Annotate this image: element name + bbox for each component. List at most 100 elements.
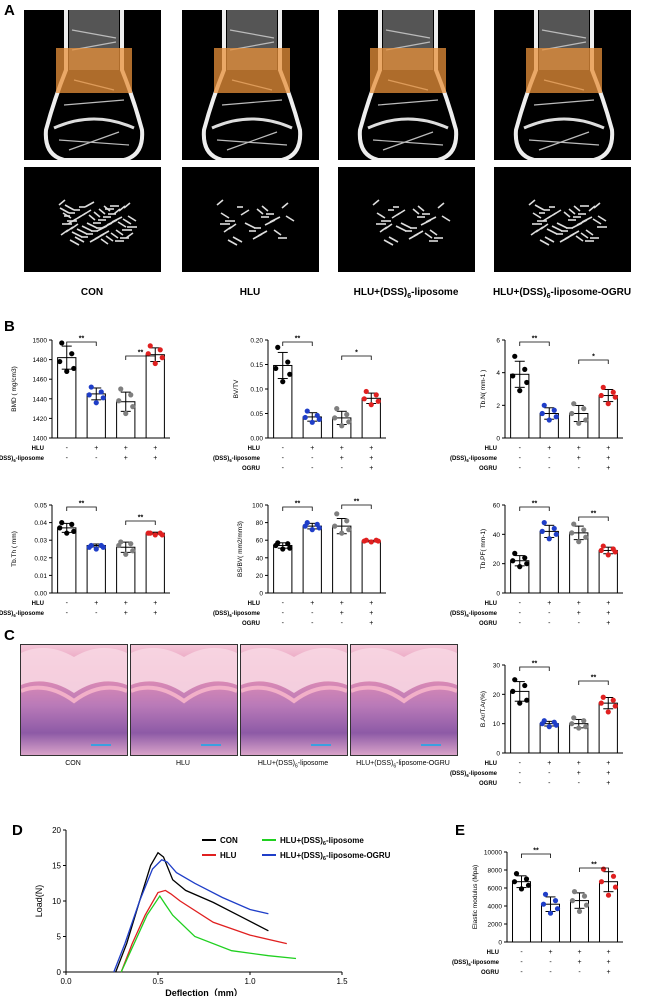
data-point: [571, 521, 577, 527]
data-point: [581, 893, 588, 899]
data-point: [100, 544, 106, 550]
group-label: HLU+(DSS)6-liposome: [257, 760, 329, 770]
ct-3d-trabecular-image: [338, 167, 475, 272]
data-point: [583, 902, 590, 908]
data-point: [513, 871, 520, 877]
data-point: [569, 410, 575, 417]
data-point: [553, 531, 559, 537]
treatment-sign: -: [519, 465, 522, 472]
data-point: [71, 365, 77, 372]
data-point: [302, 414, 308, 421]
ct-longitudinal-image: [494, 10, 631, 160]
treatment-sign: -: [549, 969, 552, 976]
treatment-sign: +: [577, 760, 581, 767]
bone-section-graphic: [513, 10, 615, 160]
treatment-sign: +: [606, 445, 610, 452]
y-tick-label: 20: [493, 692, 501, 699]
y-axis-label: Tb.Th ( mm): [11, 531, 18, 567]
significance-label: **: [591, 675, 597, 682]
treatment-sign: -: [519, 610, 522, 617]
y-axis-label: B.Ar/T.Ar(%): [480, 691, 487, 727]
treatment-sign: -: [95, 455, 98, 462]
treatment-label: HLU: [485, 446, 497, 452]
treatment-sign: +: [153, 455, 157, 462]
data-point: [64, 368, 70, 374]
data-point: [98, 389, 104, 395]
series-line: [113, 859, 269, 973]
significance-label: **: [295, 501, 301, 508]
treatment-sign: -: [520, 949, 523, 956]
data-point: [285, 359, 291, 365]
treatment-label: OGRU: [479, 781, 497, 787]
treatment-label: OGRU: [242, 621, 260, 627]
y-tick-label: 1400: [33, 436, 48, 443]
he-tissue-graphic: [131, 647, 237, 746]
y-tick-label: 0.00: [34, 591, 47, 598]
significance-bracket: [341, 504, 372, 509]
significance-bracket: [578, 359, 609, 364]
data-point: [553, 414, 559, 420]
data-point: [539, 721, 545, 727]
treatment-sign: +: [340, 600, 344, 607]
significance-bracket: [66, 341, 97, 346]
treatment-sign: +: [606, 455, 610, 462]
treatment-label: HLU: [220, 851, 237, 860]
treatment-sign: -: [311, 455, 314, 462]
treatment-label: OGRU: [479, 466, 497, 472]
treatment-sign: -: [578, 780, 581, 787]
data-point: [59, 520, 65, 526]
data-point: [361, 396, 367, 402]
data-point: [600, 866, 607, 872]
group-label: HLU: [175, 760, 190, 767]
treatment-sign: +: [606, 465, 610, 472]
bar: [361, 540, 381, 594]
data-point: [368, 402, 374, 408]
significance-label: **: [295, 336, 301, 343]
treatment-sign: +: [577, 770, 581, 777]
data-point: [551, 407, 557, 413]
data-point: [287, 545, 293, 551]
data-point: [547, 910, 554, 916]
treatment-sign: -: [520, 959, 523, 966]
data-point: [88, 384, 94, 390]
data-point: [273, 542, 279, 549]
data-point: [571, 889, 578, 895]
data-point: [522, 682, 528, 689]
data-point: [512, 677, 518, 683]
data-point: [339, 423, 345, 429]
data-point: [553, 722, 559, 728]
significance-bracket: [578, 516, 609, 521]
bar: [86, 544, 106, 594]
treatment-sign: -: [282, 455, 285, 462]
data-point: [375, 538, 381, 544]
panel-label-d: D: [12, 822, 23, 839]
data-point: [569, 721, 575, 727]
data-point: [524, 379, 530, 386]
bar: [57, 527, 77, 594]
data-point: [275, 344, 281, 350]
data-point: [581, 718, 587, 724]
data-point: [287, 371, 293, 377]
treatment-sign: -: [66, 455, 69, 462]
data-point: [116, 542, 122, 549]
bone-section-graphic: [43, 10, 145, 160]
treatment-sign: +: [310, 445, 314, 452]
treatment-sign: -: [282, 465, 285, 472]
he-tissue-graphic: [21, 647, 127, 746]
data-point: [598, 879, 605, 885]
data-point: [128, 392, 134, 398]
treatment-sign: +: [577, 959, 581, 966]
panel-label-c: C: [4, 627, 15, 644]
y-axis-label: Tb.N( mm-1 ): [480, 370, 487, 409]
data-point: [512, 353, 518, 359]
treatment-sign: +: [340, 455, 344, 462]
bar: [273, 544, 293, 594]
y-tick-label: 0: [496, 751, 500, 758]
data-point: [517, 388, 523, 394]
data-point: [71, 528, 77, 535]
data-point: [576, 725, 582, 731]
treatment-label: HLU: [248, 601, 260, 607]
treatment-label: (DSS)6-liposome: [452, 960, 500, 967]
line-chart-load-deflection: 0 5 10 15 20 0.0 0.5 1.0 1.5 Deflection（mm） Load(N…: [34, 826, 391, 996]
